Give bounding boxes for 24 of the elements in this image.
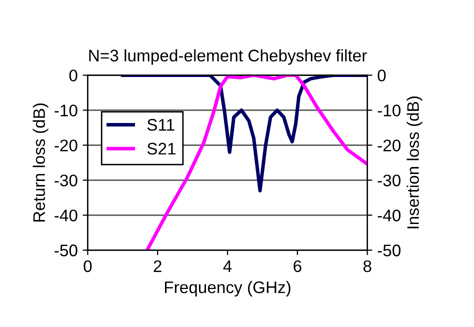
x-tick-label: 6 [294, 260, 302, 272]
x-tick-label: 0 [84, 260, 92, 272]
y-axis-title: Return loss (dB) [32, 104, 48, 222]
x-tick-label: 8 [363, 260, 372, 272]
y-tick-label: -50 [54, 244, 78, 256]
y2-tick-label: -20 [378, 140, 401, 152]
legend-label: S11 [147, 118, 174, 131]
y-tick-label: 0 [69, 70, 78, 82]
y2-tick-label: 0 [378, 70, 386, 82]
y-tick-label: -20 [54, 140, 78, 152]
y2-tick-label: -10 [378, 104, 401, 116]
chart-title: N=3 lumped-element Chebyshev filter [89, 49, 367, 65]
x-tick-label: 4 [223, 260, 232, 272]
y2-tick-label: -30 [378, 174, 401, 186]
x-tick-label: 2 [154, 260, 162, 272]
y2-tick-label: -50 [378, 244, 401, 256]
y-tick-label: -30 [54, 174, 78, 186]
y2-axis-title: Insertion loss (dB) [406, 96, 422, 228]
y-tick-label: -10 [54, 104, 78, 116]
legend-label: S21 [147, 142, 176, 155]
line-series [120, 75, 368, 192]
y2-tick-label: -40 [378, 210, 401, 222]
y-tick-label: -40 [54, 210, 78, 222]
x-axis-title: Frequency (GHz) [164, 280, 290, 297]
